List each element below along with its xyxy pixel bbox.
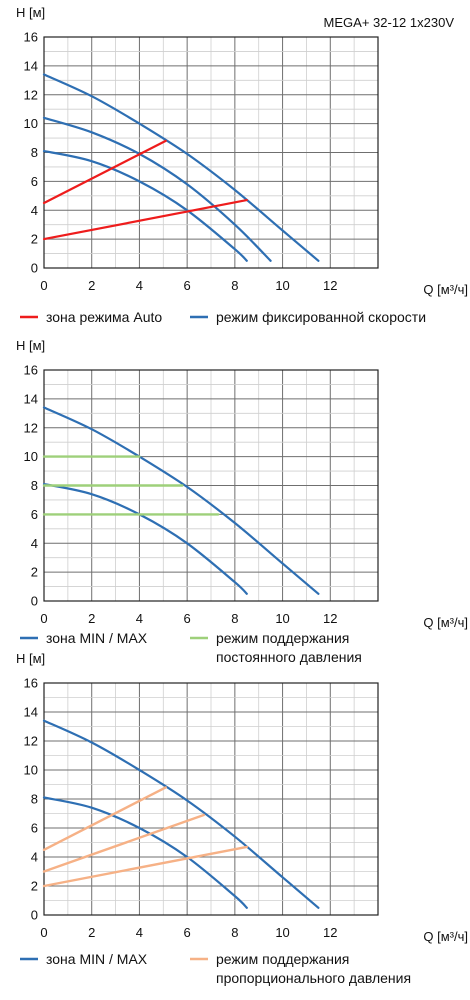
y-tick-label: 0: [31, 908, 38, 923]
series-line-blue: [42, 483, 248, 595]
y-axis-label: H [м]: [16, 338, 45, 353]
series-line-blue: [42, 150, 248, 262]
x-tick-label: 10: [275, 611, 289, 626]
y-tick-label: 14: [24, 391, 38, 406]
y-tick-label: 6: [31, 821, 38, 836]
y-tick-label: 10: [24, 449, 38, 464]
legend-label-line2: постоянного давления: [216, 649, 362, 665]
y-tick-label: 4: [31, 536, 38, 551]
y-tick-label: 0: [31, 261, 38, 276]
series-line-blue: [42, 116, 272, 262]
chart-fixed-speed: 0 2 4 6 8 10 12 14 16 0 2 4 6 8 10 12 H [м] Q [м³/ч] MEGA+…: [16, 5, 468, 325]
y-tick-label: 4: [31, 850, 38, 865]
x-tick-label: 0: [40, 925, 47, 940]
x-tick-label: 2: [88, 925, 95, 940]
y-tick-label: 8: [31, 478, 38, 493]
x-tick-label: 2: [88, 611, 95, 626]
y-axis-label: H [м]: [16, 651, 45, 666]
legend-label: режим поддержания: [216, 630, 349, 646]
x-axis-label: Q [м³/ч]: [423, 929, 468, 944]
plot-frame: [43, 36, 379, 269]
y-tick-label: 12: [24, 420, 38, 435]
legend-label-line2: пропорционального давления: [216, 970, 411, 986]
x-tick-label: 6: [184, 925, 191, 940]
series-line-blue: [42, 719, 320, 909]
grid: [44, 683, 378, 915]
y-tick-label: 8: [31, 792, 38, 807]
y-tick-label: 10: [24, 763, 38, 778]
series-line-orange: [42, 845, 248, 888]
x-tick-label: 2: [88, 278, 95, 293]
series-line-orange: [42, 813, 205, 873]
y-tick-label: 14: [24, 58, 38, 73]
y-tick-label: 0: [31, 594, 38, 609]
series-line-orange: [42, 786, 167, 851]
y-tick-label: 10: [24, 116, 38, 131]
y-tick-label: 16: [24, 676, 38, 691]
x-tick-label: 12: [323, 611, 337, 626]
y-tick-label: 2: [31, 565, 38, 580]
legend-label: зона MIN / MAX: [46, 630, 148, 646]
y-tick-label: 12: [24, 87, 38, 102]
x-axis-label: Q [м³/ч]: [423, 282, 468, 297]
x-tick-label: 8: [231, 278, 238, 293]
plot-frame: [43, 682, 379, 916]
x-tick-label: 12: [323, 925, 337, 940]
y-axis-label: H [м]: [16, 5, 45, 20]
x-tick-label: 8: [231, 611, 238, 626]
x-tick-label: 8: [231, 925, 238, 940]
x-tick-label: 6: [184, 278, 191, 293]
x-tick-label: 0: [40, 611, 47, 626]
series-line-blue: [42, 73, 320, 262]
y-tick-label: 4: [31, 203, 38, 218]
y-tick-label: 8: [31, 145, 38, 160]
legend-label: режим фиксированной скорости: [216, 309, 426, 325]
y-tick-label: 12: [24, 734, 38, 749]
x-tick-label: 10: [275, 925, 289, 940]
x-tick-label: 10: [275, 278, 289, 293]
series-line-red: [42, 199, 248, 241]
legend-label: зона режима Auto: [46, 309, 162, 325]
y-tick-label: 6: [31, 507, 38, 522]
x-tick-label: 4: [136, 611, 143, 626]
x-tick-label: 12: [323, 278, 337, 293]
y-tick-label: 16: [24, 30, 38, 45]
y-tick-label: 2: [31, 879, 38, 894]
chart-constant-pressure: 0 2 4 6 8 10 12 14 16 0 2 4 6 8 10 12 H [м] Q [м³/ч] зона …: [16, 338, 468, 665]
chart-title: MEGA+ 32-12 1x230V: [324, 15, 455, 30]
x-tick-label: 4: [136, 278, 143, 293]
series-line-blue: [42, 406, 320, 595]
x-tick-label: 0: [40, 278, 47, 293]
x-tick-label: 4: [136, 925, 143, 940]
y-tick-label: 2: [31, 232, 38, 247]
y-tick-label: 14: [24, 705, 38, 720]
legend-label: зона MIN / MAX: [46, 951, 148, 967]
chart-proportional-pressure: 0 2 4 6 8 10 12 14 16 0 2 4 6 8 10 12 H [м] Q [м³/ч] зона …: [16, 651, 468, 986]
y-tick-label: 16: [24, 363, 38, 378]
legend-label: режим поддержания: [216, 951, 349, 967]
x-tick-label: 6: [184, 611, 191, 626]
grid: [44, 37, 378, 268]
x-axis-label: Q [м³/ч]: [423, 615, 468, 630]
y-tick-label: 6: [31, 174, 38, 189]
series-line-red: [42, 139, 167, 205]
series-line-blue: [42, 796, 248, 909]
